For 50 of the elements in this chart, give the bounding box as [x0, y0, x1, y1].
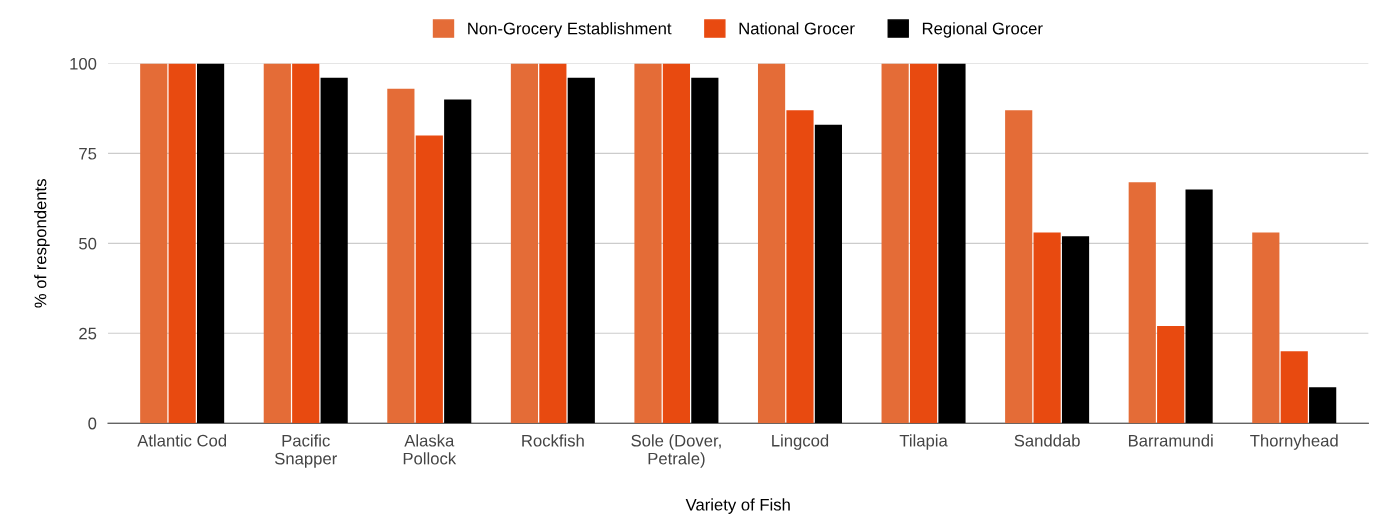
bar — [415, 135, 443, 424]
y-tick-label: 100 — [70, 57, 97, 70]
bar — [1309, 387, 1337, 424]
y-tick-label: 75 — [79, 147, 97, 160]
y-tick-label: 0 — [88, 417, 97, 430]
bar — [1252, 232, 1280, 424]
bar — [197, 63, 225, 424]
bar — [662, 63, 691, 424]
bar — [1061, 236, 1090, 424]
bar — [691, 77, 719, 424]
bar — [634, 63, 662, 424]
bar — [1005, 110, 1033, 424]
legend-label: Non-Grocery Establishment — [468, 22, 672, 38]
x-tick-label: Alaska Pollock — [403, 434, 457, 465]
bar — [140, 63, 168, 424]
x-tick-label: Sanddab — [1014, 434, 1080, 447]
bar — [1157, 326, 1185, 424]
y-tick-label: 50 — [79, 237, 97, 250]
bar — [1280, 351, 1308, 424]
x-tick-label: Atlantic Cod — [137, 434, 227, 447]
bar — [1128, 182, 1156, 424]
bar — [938, 63, 966, 424]
x-tick-label: Sole (Dover, Petrale) — [631, 434, 721, 468]
bar — [320, 77, 348, 424]
bar — [1033, 232, 1061, 424]
bar — [539, 63, 567, 424]
legend-label: Regional Grocer — [922, 22, 1043, 38]
x-axis-title: Variety of Fish — [685, 498, 790, 514]
bar — [263, 63, 291, 424]
bar — [881, 63, 909, 424]
bar — [786, 110, 814, 424]
bar — [757, 63, 786, 424]
bar — [567, 77, 595, 424]
y-axis-title: % of respondents — [34, 179, 50, 308]
x-tick-label: Lingcod — [772, 434, 829, 450]
x-tick-label: Rockfish — [522, 434, 584, 447]
bar — [292, 63, 320, 424]
bar — [510, 63, 539, 424]
bar — [909, 63, 938, 424]
bar — [387, 88, 415, 424]
legend-label: National Grocer — [739, 22, 855, 35]
bar — [444, 99, 472, 424]
x-tick-label: Thornyhead — [1250, 434, 1338, 450]
x-tick-label: Tilapia — [899, 434, 948, 450]
bar — [168, 63, 196, 424]
bar — [814, 124, 842, 424]
x-tick-label: Pacific Snapper — [274, 434, 337, 468]
x-tick-label: Barramundi — [1128, 434, 1213, 447]
bar — [1185, 189, 1213, 424]
y-tick-label: 25 — [79, 327, 97, 340]
